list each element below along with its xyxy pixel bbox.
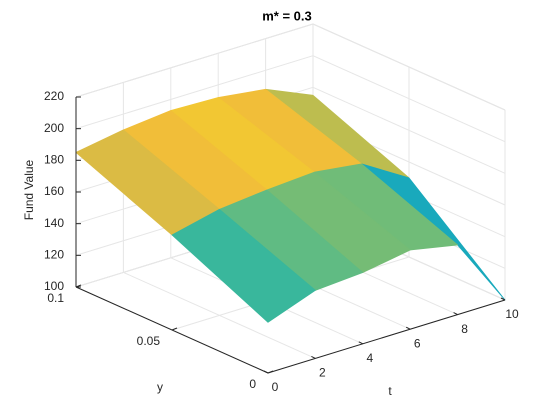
x-tick-label: 2 bbox=[319, 366, 326, 380]
y-tick-label: 0.05 bbox=[137, 334, 161, 348]
z-tick-label: 160 bbox=[44, 184, 64, 198]
grid-line bbox=[75, 23, 314, 98]
grid-line bbox=[75, 55, 314, 130]
tick-mark bbox=[500, 297, 506, 301]
y-axis-label: y bbox=[157, 380, 163, 394]
y-tick-label: 0.1 bbox=[47, 291, 64, 305]
tick-mark bbox=[358, 341, 364, 345]
x-tick-label: 8 bbox=[461, 322, 468, 336]
surface-patch bbox=[171, 208, 316, 323]
y-axis-line bbox=[75, 286, 269, 374]
tick-mark bbox=[453, 312, 458, 316]
chart-title: m* = 0.3 bbox=[262, 8, 312, 23]
tick-mark bbox=[171, 327, 178, 331]
z-tick-label: 180 bbox=[44, 153, 64, 167]
x-tick-label: 0 bbox=[272, 380, 279, 394]
layer bbox=[75, 88, 506, 323]
z-tick-label: 140 bbox=[44, 216, 64, 230]
tick-mark bbox=[311, 355, 316, 359]
z-tick-label: 220 bbox=[44, 89, 64, 103]
z-tick-label: 120 bbox=[44, 248, 64, 262]
y-tick-label: 0 bbox=[249, 377, 256, 391]
z-axis-label: Fund Value bbox=[22, 159, 36, 220]
x-tick-label: 4 bbox=[366, 351, 373, 365]
x-axis-line bbox=[267, 299, 506, 374]
x-axis-label: t bbox=[388, 384, 392, 398]
x-tick-label: 10 bbox=[505, 307, 519, 321]
tick-mark bbox=[405, 326, 411, 330]
tick-mark bbox=[75, 284, 82, 288]
z-tick-label: 100 bbox=[44, 279, 64, 293]
z-tick-label: 200 bbox=[44, 121, 64, 135]
x-tick-label: 6 bbox=[414, 336, 421, 350]
